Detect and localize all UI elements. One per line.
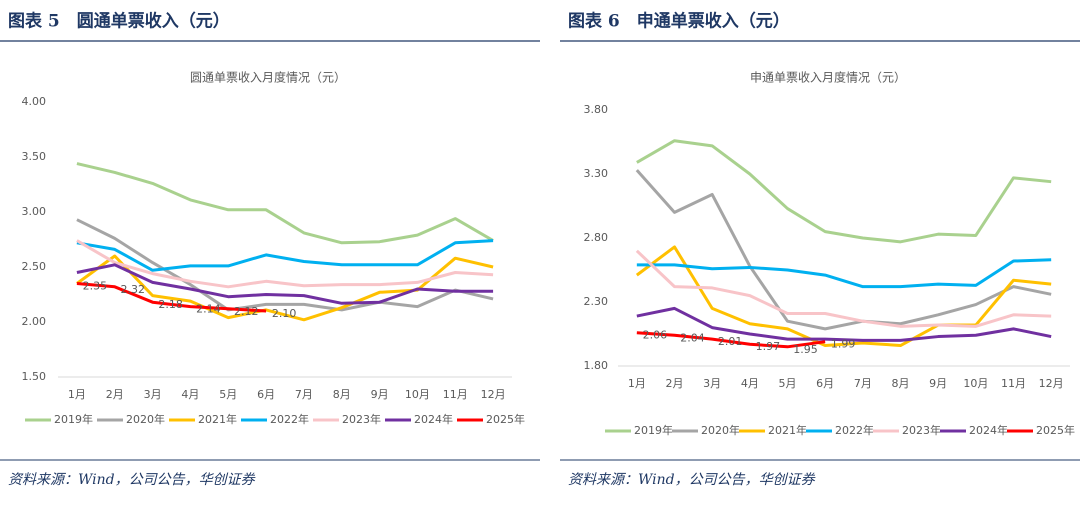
x-tick-label: 10月	[405, 388, 430, 401]
y-tick-label: 1.80	[584, 359, 609, 372]
x-tick-label: 1月	[628, 377, 646, 390]
x-tick-label: 10月	[963, 377, 988, 390]
data-label: 1.95	[793, 343, 818, 356]
chart-title: 申通单票收入月度情况（元）	[750, 70, 906, 85]
x-tick-label: 8月	[892, 377, 910, 390]
series-line	[635, 245, 1052, 348]
x-tick-label: 3月	[144, 388, 162, 401]
y-tick-label: 3.00	[22, 205, 47, 218]
x-tick-label: 2月	[666, 377, 684, 390]
x-tick-label: 7月	[295, 388, 313, 401]
data-label: 2.10	[272, 307, 297, 320]
series-line	[76, 263, 494, 305]
y-tick-label: 2.00	[22, 315, 47, 328]
x-tick-label: 8月	[333, 388, 351, 401]
series-line	[636, 331, 826, 349]
data-label: 2.12	[234, 305, 259, 318]
y-tick-label: 1.50	[22, 370, 47, 383]
series-line	[76, 162, 494, 245]
data-label: 1.99	[831, 338, 856, 351]
y-tick-label: 2.30	[584, 295, 609, 308]
y-tick-label: 2.50	[22, 260, 47, 273]
series-line	[76, 218, 494, 312]
y-tick-label: 3.30	[584, 167, 609, 180]
series-line	[635, 249, 1052, 328]
data-label: 2.01	[718, 335, 743, 348]
legend-label: 2020年	[701, 423, 740, 437]
x-tick-label: 11月	[1001, 377, 1026, 390]
legend-label: 2021年	[198, 412, 237, 426]
data-label: 2.35	[83, 280, 108, 293]
series-line	[636, 306, 1052, 342]
data-label: 2.06	[643, 329, 668, 342]
y-tick-label: 3.50	[22, 150, 47, 163]
data-label: 2.18	[158, 298, 183, 311]
source-note: 资料来源：Wind，公司公告，华创证券	[8, 472, 256, 488]
series-line	[76, 239, 494, 272]
legend-label: 2021年	[768, 423, 807, 437]
x-tick-label: 7月	[854, 377, 872, 390]
source-note: 资料来源：Wind，公司公告，华创证券	[568, 472, 816, 488]
legend-label: 2020年	[126, 412, 165, 426]
series-line	[76, 239, 494, 289]
x-tick-label: 5月	[779, 377, 797, 390]
legend-label: 2019年	[634, 423, 673, 437]
legend-label: 2024年	[414, 412, 453, 426]
data-label: 1.97	[756, 340, 781, 353]
data-label: 2.32	[121, 283, 146, 296]
x-tick-label: 12月	[1039, 377, 1064, 390]
figure-header: 图表 6 申通单票收入（元）	[568, 11, 790, 32]
y-tick-label: 2.80	[584, 231, 609, 244]
legend-label: 2025年	[486, 412, 525, 426]
chart-title: 圆通单票收入月度情况（元）	[190, 70, 346, 85]
x-tick-label: 12月	[481, 388, 506, 401]
x-tick-label: 9月	[371, 388, 389, 401]
figure-header: 图表 5 圆通单票收入（元）	[8, 11, 230, 32]
y-tick-label: 3.80	[584, 103, 609, 116]
x-tick-label: 1月	[68, 388, 86, 401]
series-line	[76, 254, 494, 322]
legend-label: 2024年	[969, 423, 1008, 437]
x-tick-label: 3月	[703, 377, 721, 390]
series-line	[635, 169, 1052, 331]
series-line	[636, 139, 1052, 244]
legend-label: 2022年	[270, 412, 309, 426]
x-tick-label: 6月	[816, 377, 834, 390]
series-line	[636, 258, 1052, 289]
x-tick-label: 11月	[443, 388, 468, 401]
legend-label: 2019年	[54, 412, 93, 426]
y-tick-label: 4.00	[22, 95, 47, 108]
data-label: 2.14	[196, 303, 221, 316]
x-tick-label: 4月	[741, 377, 759, 390]
x-tick-label: 4月	[181, 388, 199, 401]
data-label: 2.04	[680, 331, 705, 344]
series-line	[76, 282, 267, 313]
x-tick-label: 5月	[219, 388, 237, 401]
legend-label: 2025年	[1036, 423, 1075, 437]
x-tick-label: 2月	[106, 388, 124, 401]
x-tick-label: 9月	[929, 377, 947, 390]
legend-label: 2023年	[902, 423, 941, 437]
x-tick-label: 6月	[257, 388, 275, 401]
legend-label: 2022年	[835, 423, 874, 437]
legend-label: 2023年	[342, 412, 381, 426]
